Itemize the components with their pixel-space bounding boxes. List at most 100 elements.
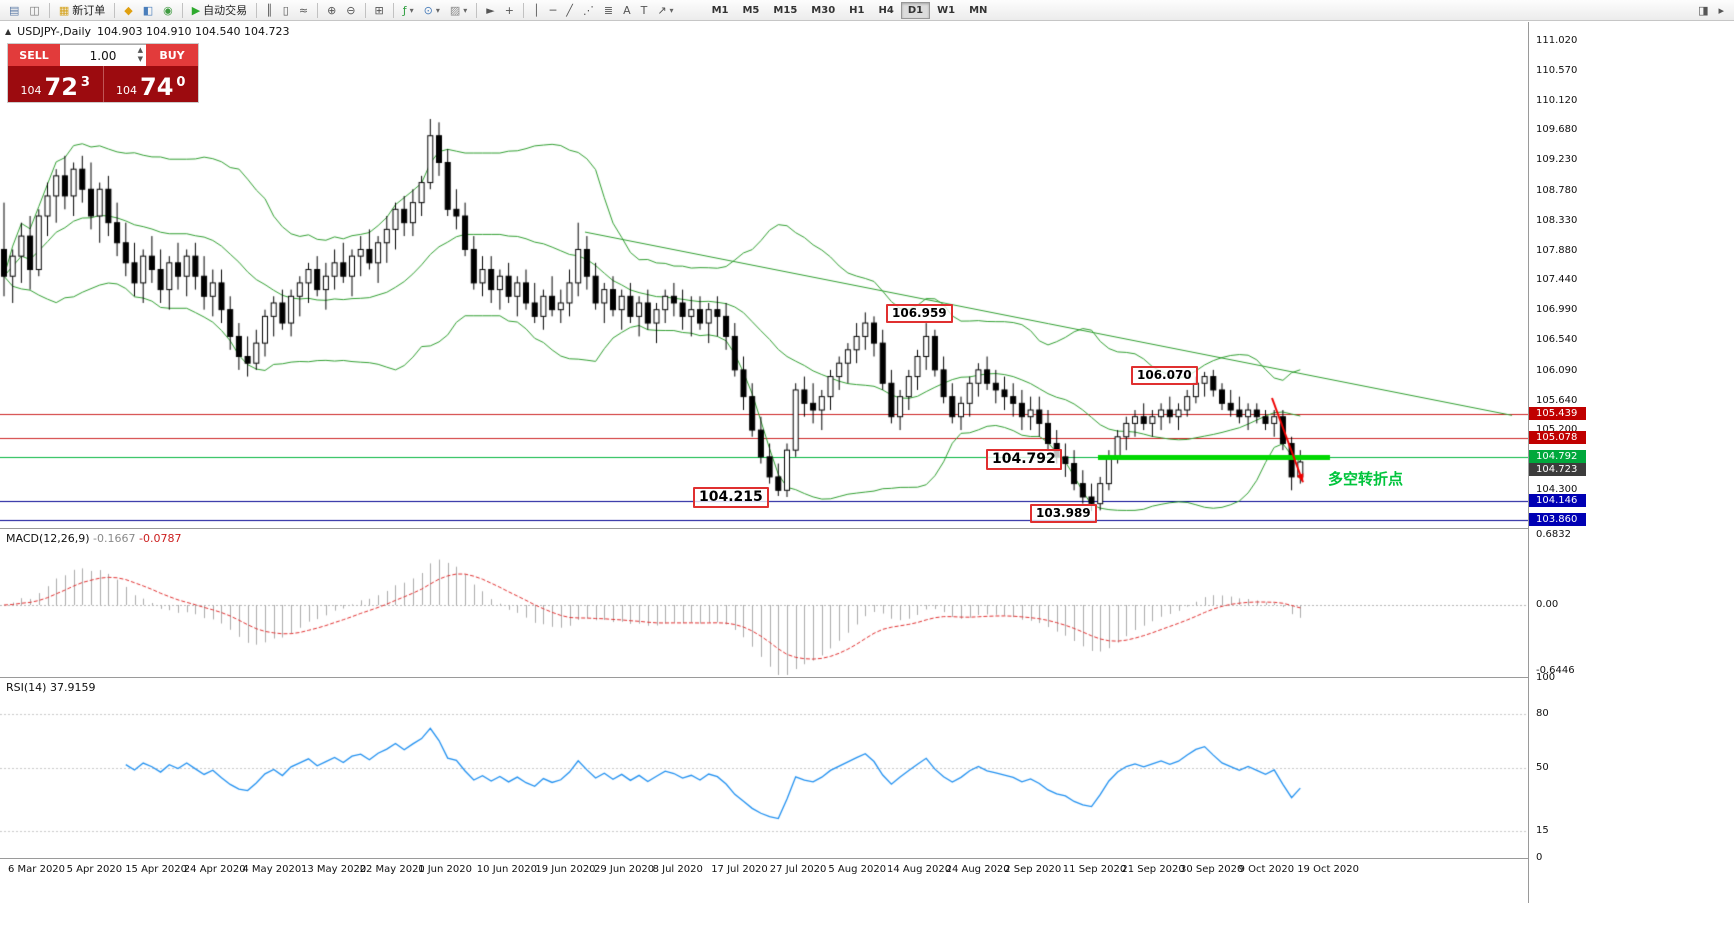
auto-scroll-icon[interactable]: ▸ [1713,1,1729,19]
date-label: 1 Jun 2020 [418,864,472,875]
turning-point-note[interactable]: 多空转折点 [1328,470,1404,488]
buy-price[interactable]: 104 74 0 [102,66,198,102]
chart-profiles-icon[interactable]: ◫ [24,1,44,19]
lot-size-value: 1.00 [89,48,117,63]
crosshair-icon[interactable]: + [500,1,519,19]
price-tick-label: 107.440 [1536,274,1578,286]
date-label: 5 Apr 2020 [66,864,123,875]
macd-panel-canvas[interactable] [0,529,1528,677]
arrows-tool-icon[interactable]: ↗ ▾ [652,1,678,19]
new-chart-icon[interactable]: ▤ [4,1,24,19]
lot-up-icon[interactable]: ▲ [137,46,143,54]
rsi-panel-canvas[interactable] [0,678,1528,858]
price-chart-canvas[interactable] [0,22,1528,528]
date-label: 22 May 2020 [359,864,425,875]
toolbar-group: ▶ 自动交易 [187,1,252,19]
sell-price-sup: 3 [80,75,90,90]
toolbar: ▤ ◫ ▦ 新订单 ◆ ◧ ◉ ▶ 自动交易 ║ ▯ ≈ ⊕ ⊖ ⊞ ƒ ▾ ⊙ ▾ ▨ ▾ ► + │ ─ ╱ ⋰ ≣ A T ↗ ▾ M1… [0,0,1734,21]
lot-spinner: ▲ ▼ [138,46,143,64]
navigator-icon[interactable]: ◉ [158,1,178,19]
price-callout-label[interactable]: 106.959 [886,304,953,323]
date-label: 21 Sep 2020 [1121,864,1185,875]
periods-dropdown-icon[interactable]: ▾ [435,5,440,15]
timeframe-m30-button[interactable]: M30 [804,2,842,19]
date-label: 19 Oct 2020 [1297,864,1360,875]
trendline-icon[interactable]: ╱ [561,1,578,19]
tile-windows-icon[interactable]: ⊞ [370,1,389,19]
lot-down-icon[interactable]: ▼ [137,55,143,63]
new-order-button[interactable]: ▦ 新订单 [54,1,110,19]
bar-chart-type-icon[interactable]: ║ [261,1,278,19]
date-label: 2 Sep 2020 [1004,864,1062,875]
panel-splitter[interactable] [0,858,1734,859]
rsi-axis-label: 15 [1536,825,1549,836]
horizontal-line-icon[interactable]: ─ [545,1,562,19]
chart-profiles-icon: ◫ [29,3,40,17]
rsi-name: RSI(14) [6,681,47,694]
timeframe-h1-button[interactable]: H1 [842,2,871,19]
price-callout-label[interactable]: 103.989 [1030,504,1097,523]
data-window-icon[interactable]: ◧ [138,1,158,19]
templates-dropdown-icon[interactable]: ▾ [463,5,468,15]
price-callout-label[interactable]: 104.215 [693,487,769,508]
date-label: 11 Sep 2020 [1062,864,1127,875]
indicators-dropdown-icon[interactable]: ▾ [409,5,414,15]
panel-splitter[interactable] [0,677,1734,678]
price-badge-105-439: 105.439 [1529,407,1586,421]
periods-icon[interactable]: ⊙ ▾ [419,1,445,19]
line-chart-type-icon[interactable]: ≈ [294,1,313,19]
timeframe-m1-button[interactable]: M1 [705,2,736,19]
lot-size-field[interactable]: 1.00 ▲ ▼ [60,44,146,66]
chart-shift-icon[interactable]: ◨ [1693,1,1713,19]
buy-button[interactable]: BUY [146,44,198,66]
auto-trading-button[interactable]: ▶ 自动交易 [187,1,252,19]
one-click-trading-panel: SELL 1.00 ▲ ▼ BUY 104 72 3 104 74 0 [8,44,198,102]
macd-axis-label: 0.00 [1536,599,1559,610]
data-window-icon: ◧ [142,3,154,17]
text-label-icon[interactable]: T [636,1,653,19]
timeframe-d1-button[interactable]: D1 [900,1,931,19]
timeframe-w1-button[interactable]: W1 [930,2,962,19]
rsi-axis-label: 50 [1536,762,1549,773]
equidistant-channel-icon[interactable]: ⋰ [578,1,599,19]
timeframe-h4-button[interactable]: H4 [871,2,900,19]
equidistant-channel-icon: ⋰ [582,3,594,17]
date-label: 8 Jul 2020 [652,864,703,875]
timeframe-m15-button[interactable]: M15 [766,2,804,19]
date-label: 5 Aug 2020 [828,864,887,875]
indicators-icon[interactable]: ƒ ▾ [398,1,419,19]
candlestick-chart-type-icon[interactable]: ▯ [278,1,294,19]
price-callout-label[interactable]: 106.070 [1131,366,1198,385]
date-label: 17 Jul 2020 [711,864,768,875]
cursor-icon[interactable]: ► [481,1,499,19]
fibonacci-icon[interactable]: ≣ [599,1,618,19]
timeframe-mn-button[interactable]: MN [962,2,994,19]
chart-symbol-period: USDJPY-,Daily [17,25,92,38]
date-label: 4 May 2020 [242,864,302,875]
vertical-line-icon[interactable]: │ [528,1,545,19]
templates-icon[interactable]: ▨ ▾ [445,1,472,19]
sell-button[interactable]: SELL [8,44,60,66]
date-label: 9 Oct 2020 [1238,864,1295,875]
price-callout-label[interactable]: 104.792 [986,449,1062,470]
text-icon[interactable]: A [618,1,636,19]
zoom-in-icon[interactable]: ⊕ [322,1,341,19]
indicators-icon: ƒ [402,3,407,17]
zoom-out-icon[interactable]: ⊖ [341,1,360,19]
market-watch-icon[interactable]: ◆ [119,1,137,19]
panel-splitter[interactable] [0,528,1734,529]
price-tick-label: 107.880 [1536,244,1578,256]
price-tick-label: 108.330 [1536,214,1578,226]
cursor-icon: ► [486,3,495,17]
date-label: 24 Apr 2020 [183,864,246,875]
timeframe-m5-button[interactable]: M5 [735,2,766,19]
toolbar-separator [114,2,116,18]
periods-icon: ⊙ [423,3,433,17]
price-axis[interactable]: 111.020 110.570 110.120 109.680 109.230 108.7… [1528,22,1734,903]
zoom-in-icon: ⊕ [327,3,337,17]
chart-collapse-icon[interactable]: ▲ [5,27,12,36]
sell-price[interactable]: 104 72 3 [8,66,103,102]
arrows-tool-dropdown-icon[interactable]: ▾ [669,5,674,15]
time-axis[interactable]: 6 Mar 2020 5 Apr 2020 15 Apr 2020 24 Apr 20… [0,859,1528,881]
